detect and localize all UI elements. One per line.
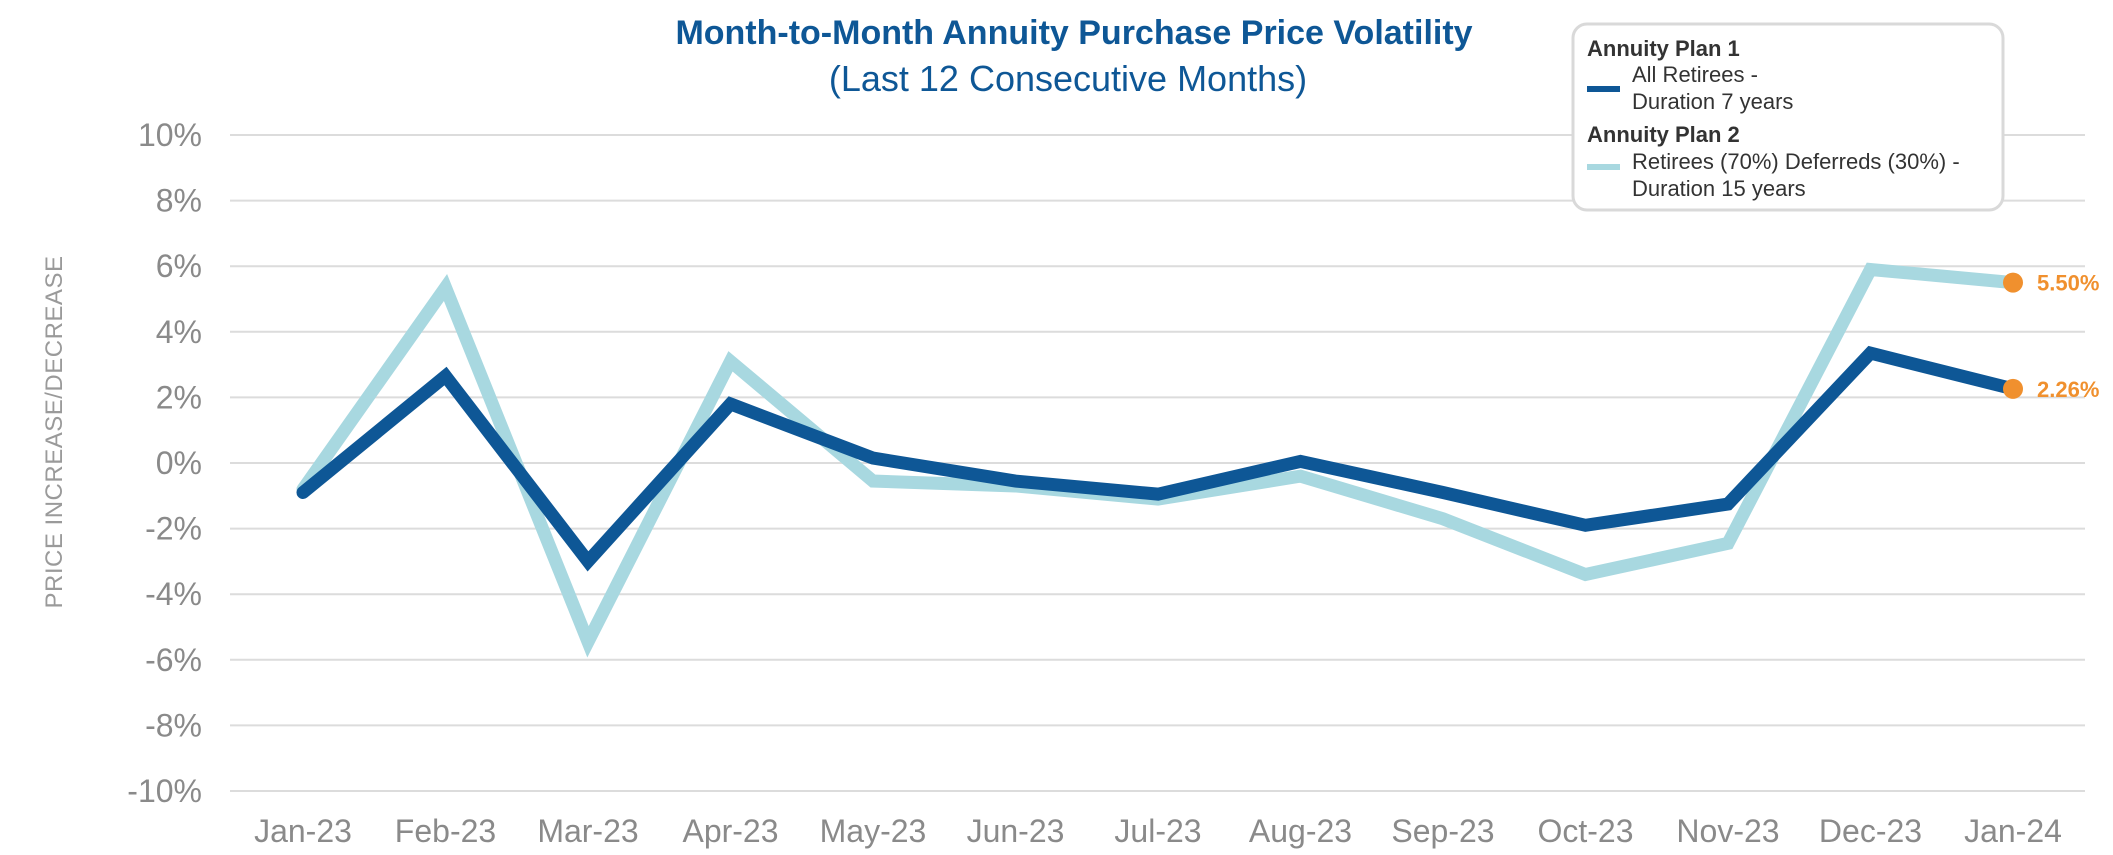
- x-tick-label: Jan-23: [254, 813, 352, 849]
- series-line-plan2: [296, 262, 2020, 658]
- end-marker-plan1: [2003, 378, 2023, 399]
- legend-plan1-desc-line2: Duration 7 years: [1632, 89, 1793, 114]
- end-label-plan2: 5.50%: [2037, 271, 2099, 296]
- x-tick-label: Jan-24: [1964, 813, 2062, 849]
- series-lines: [296, 262, 2020, 658]
- y-tick-label: -10%: [127, 773, 202, 809]
- legend-box: [1571, 22, 2005, 212]
- x-tick-label: Nov-23: [1676, 813, 1779, 849]
- legend-plan1-title: Annuity Plan 1: [1587, 36, 1740, 61]
- y-tick-label: 0%: [156, 445, 202, 481]
- series-line-plan1: [296, 345, 2020, 572]
- x-tick-label: Jul-23: [1114, 813, 1201, 849]
- x-tick-label: Feb-23: [395, 813, 496, 849]
- y-tick-label: -6%: [145, 642, 202, 678]
- legend: Annuity Plan 1 All Retirees - Duration 7…: [1571, 22, 2005, 212]
- legend-plan1-desc-line1: All Retirees -: [1632, 62, 1758, 87]
- y-tick-label: 8%: [156, 183, 202, 219]
- y-tick-label: 2%: [156, 379, 202, 415]
- end-markers: 2.26% 5.50%: [2003, 271, 2099, 402]
- y-tick-label: 10%: [138, 117, 202, 153]
- y-tick-label: -2%: [145, 511, 202, 547]
- y-axis-label: PRICE INCREASE/DECREASE: [41, 256, 68, 609]
- legend-plan2-desc-line2: Duration 15 years: [1632, 176, 1806, 201]
- x-tick-label: Oct-23: [1537, 813, 1633, 849]
- y-tick-label: -4%: [145, 576, 202, 612]
- legend-plan2-desc-line1: Retirees (70%) Deferreds (30%) -: [1632, 149, 1960, 174]
- end-marker-plan2: [2003, 272, 2023, 293]
- chart-subtitle: (Last 12 Consecutive Months): [829, 58, 1307, 99]
- x-tick-label: Aug-23: [1249, 813, 1352, 849]
- x-tick-label: Jun-23: [967, 813, 1065, 849]
- x-tick-label: Mar-23: [537, 813, 638, 849]
- x-tick-label: Apr-23: [682, 813, 778, 849]
- x-tick-labels: Jan-23 Feb-23 Mar-23 Apr-23 May-23 Jun-23 Jul-…: [254, 813, 2062, 849]
- x-tick-label: Dec-23: [1819, 813, 1922, 849]
- y-tick-label: -8%: [145, 707, 202, 743]
- y-tick-label: 4%: [156, 314, 202, 350]
- y-tick-label: 6%: [156, 248, 202, 284]
- x-tick-label: Sep-23: [1391, 813, 1494, 849]
- chart-title: Month-to-Month Annuity Purchase Price Vo…: [675, 14, 1472, 52]
- x-tick-label: May-23: [820, 813, 927, 849]
- y-tick-labels: 10% 8% 6% 4% 2% 0% -2% -4% -6% -8% -10%: [127, 117, 202, 809]
- legend-plan2-title: Annuity Plan 2: [1587, 122, 1740, 147]
- end-label-plan1: 2.26%: [2037, 377, 2099, 402]
